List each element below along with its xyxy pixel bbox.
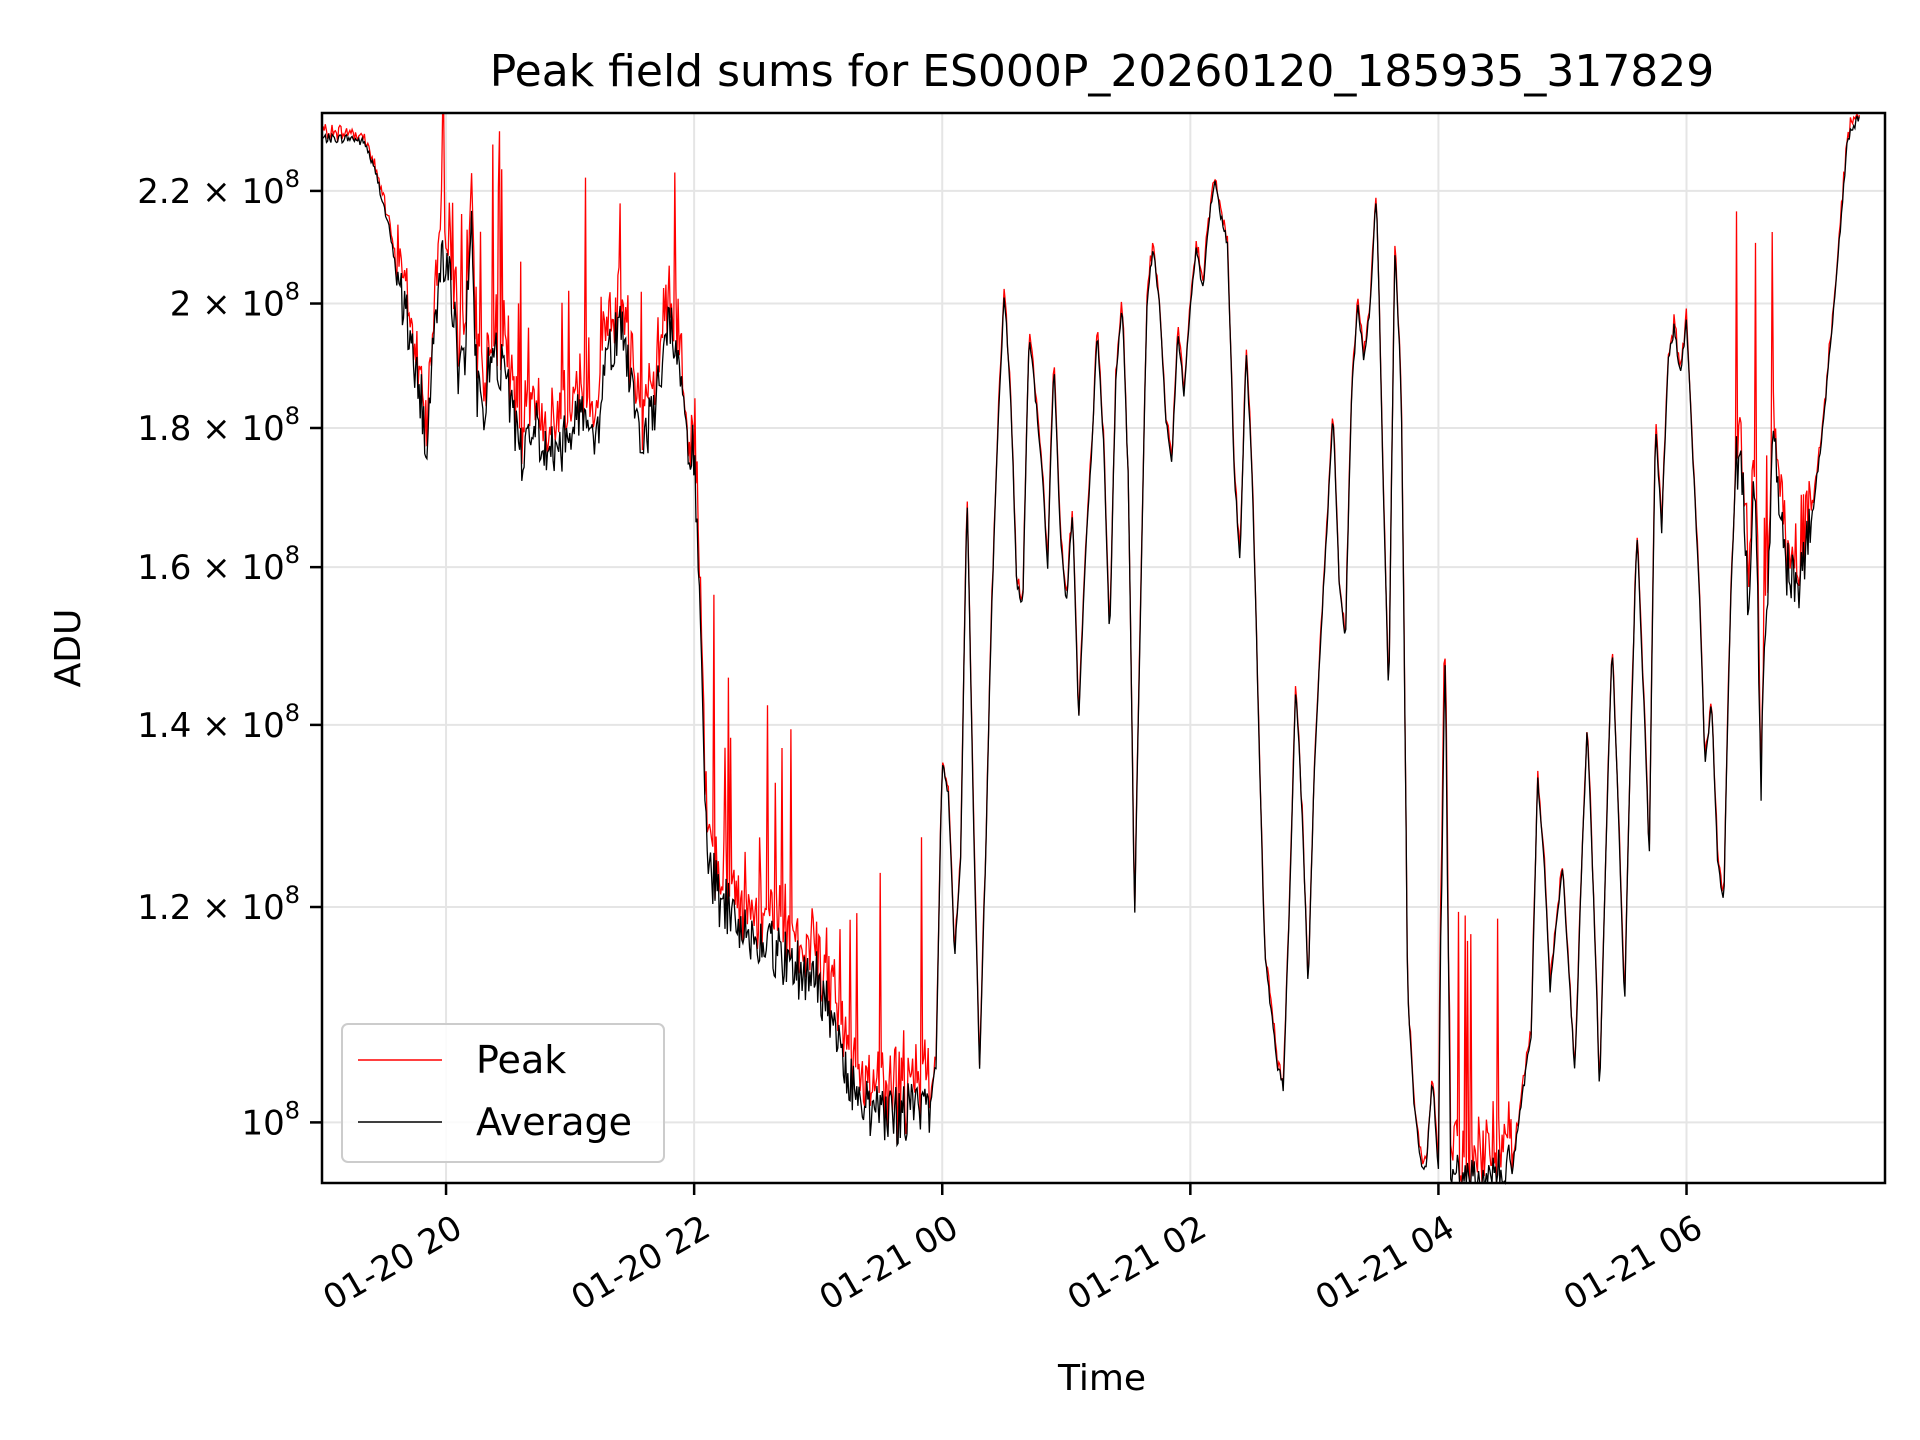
- legend-average-label: Average: [476, 1100, 632, 1144]
- y-tick-label: 2 × 108: [170, 278, 300, 325]
- x-tick-label: 01-21 04: [1309, 1208, 1461, 1319]
- x-tick-label: 01-21 06: [1557, 1208, 1709, 1319]
- y-tick-label: 1.2 × 108: [137, 881, 300, 928]
- y-tick-label: 108: [241, 1096, 300, 1143]
- x-tick-label: 01-21 00: [813, 1208, 965, 1319]
- y-axis-label: ADU: [48, 609, 89, 688]
- legend-box: [341, 1023, 665, 1163]
- x-axis: 01-20 20 01-20 22 01-21 00 01-21 02 01-21 04…: [317, 1183, 1709, 1319]
- y-tick-label: 1.8 × 108: [137, 402, 300, 449]
- legend: Peak Average: [341, 1023, 665, 1163]
- x-tick-label: 01-20 22: [565, 1208, 717, 1319]
- plot-frame: [320, 111, 1887, 1185]
- series-average-line: [321, 115, 1860, 1186]
- plot-area: [321, 111, 1860, 1186]
- y-tick-label: 1.4 × 108: [137, 699, 300, 746]
- x-tick-label: 01-21 02: [1061, 1208, 1213, 1319]
- x-axis-label: Time: [1057, 1358, 1146, 1399]
- grid: [322, 113, 1885, 1183]
- chart-title: Peak field sums for ES000P_20260120_1859…: [490, 46, 1715, 97]
- series-peak-line: [321, 111, 1860, 1184]
- y-tick-label: 2.2 × 108: [137, 165, 300, 212]
- y-axis: 108 1.2 × 108 1.4 × 108 1.6 × 108 1.8 × 108 2…: [137, 165, 322, 1143]
- x-tick-label: 01-20 20: [317, 1208, 469, 1319]
- legend-peak-label: Peak: [476, 1038, 566, 1082]
- y-tick-label: 1.6 × 108: [137, 541, 300, 588]
